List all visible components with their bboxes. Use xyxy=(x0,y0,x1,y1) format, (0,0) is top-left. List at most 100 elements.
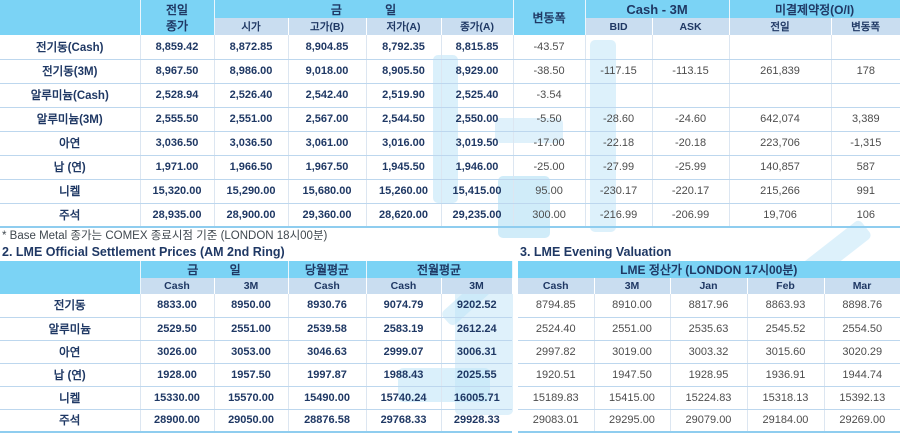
cell-3m: 8910.00 xyxy=(594,294,671,318)
table-row: 알루미늄(Cash) 2,528.94 2,526.40 2,542.40 2,… xyxy=(0,83,900,108)
cell-oi-prev: 642,074 xyxy=(728,107,832,132)
col-group-today: 금 일 xyxy=(214,0,514,18)
cell-prev-close: 3,036.50 xyxy=(140,131,215,156)
cell-oi-change: 106 xyxy=(831,203,900,228)
cell-jan: 15224.83 xyxy=(670,386,748,410)
row-label: 알루미늄(Cash) xyxy=(0,83,141,108)
cell-ask xyxy=(652,83,730,108)
cell-prev-close: 1,971.00 xyxy=(140,155,215,180)
evening-valuation-title: 3. LME Evening Valuation xyxy=(520,245,672,259)
col-group-cash-3m: Cash - 3M xyxy=(585,0,730,18)
cell-oi-prev: 261,839 xyxy=(728,59,832,84)
col-header-jan: Jan xyxy=(670,278,748,294)
cell-high: 3,061.00 xyxy=(288,131,367,156)
cell-feb: 8863.93 xyxy=(747,294,825,318)
cell-ask: -20.18 xyxy=(652,131,730,156)
cell-ask: -206.99 xyxy=(652,203,730,228)
cell-close: 1,946.00 xyxy=(441,155,514,180)
cell-prev-3m: 2025.55 xyxy=(441,363,513,387)
col-group-prev-month-avg: 전월평균 xyxy=(366,261,513,278)
table-row: 주석 28,935.00 28,900.00 29,360.00 28,620.… xyxy=(0,203,900,228)
cell-close: 3,019.50 xyxy=(441,131,514,156)
cell-month-cash: 15490.00 xyxy=(288,386,367,410)
cell-cash: 1928.00 xyxy=(140,363,215,387)
cell-prev-3m: 9202.52 xyxy=(441,294,513,318)
cell-bid: -230.17 xyxy=(584,179,653,204)
cell-prev-close: 15,320.00 xyxy=(140,179,215,204)
row-label: 알루미늄 xyxy=(0,317,141,341)
cell-low: 2,519.90 xyxy=(366,83,442,108)
cell-low: 2,544.50 xyxy=(366,107,442,132)
cell-prev-close: 2,528.94 xyxy=(140,83,215,108)
cell-cash: 8794.85 xyxy=(518,294,595,318)
cell-ask xyxy=(652,35,730,60)
cell-3m: 15415.00 xyxy=(594,386,671,410)
settlement-table: 금 일 당월평균 전월평균 Cash 3M Cash Cash 3M xyxy=(0,261,513,433)
col-header-oi-change: 변동폭 xyxy=(831,18,900,35)
cell-3m: 2551.00 xyxy=(594,317,671,341)
cell-low: 8,792.35 xyxy=(366,35,442,60)
cell-3m: 2551.00 xyxy=(214,317,289,341)
cell-oi-change xyxy=(831,35,900,60)
cell-change: -43.57 xyxy=(513,35,586,60)
col-header-cash: Cash xyxy=(140,278,215,294)
col-group-today: 금 일 xyxy=(140,261,289,278)
table-row: 2524.40 2551.00 2535.63 2545.52 2554.50 xyxy=(518,317,900,341)
prev-close-line1: 전일 xyxy=(165,2,189,17)
col-group-month-avg: 당월평균 xyxy=(288,261,367,278)
col-header-3m: 3M xyxy=(594,278,671,294)
cell-oi-prev: 19,706 xyxy=(728,203,832,228)
row-label: 니켈 xyxy=(0,386,141,410)
row-label: 납 (연) xyxy=(0,363,141,387)
cell-change: -25.00 xyxy=(513,155,586,180)
table-row: 아연 3,036.50 3,036.50 3,061.00 3,016.00 3… xyxy=(0,131,900,156)
cell-mar: 1944.74 xyxy=(824,363,900,387)
col-group-open-interest: 미결제약정(O/I) xyxy=(729,0,900,18)
cell-3m: 3053.00 xyxy=(214,340,289,364)
cell-high: 29,360.00 xyxy=(288,203,367,228)
cell-close: 2,550.00 xyxy=(441,107,514,132)
cell-feb: 3015.60 xyxy=(747,340,825,364)
cell-ask: -24.60 xyxy=(652,107,730,132)
col-header-feb: Feb xyxy=(747,278,825,294)
cell-change: -38.50 xyxy=(513,59,586,84)
cell-high: 1,967.50 xyxy=(288,155,367,180)
cell-change: -3.54 xyxy=(513,83,586,108)
cell-prev-3m: 16005.71 xyxy=(441,386,513,410)
cell-3m: 1957.50 xyxy=(214,363,289,387)
table-row: 납 (연) 1,971.00 1,966.50 1,967.50 1,945.5… xyxy=(0,155,900,180)
cell-open: 15,290.00 xyxy=(214,179,289,204)
cell-oi-change: 587 xyxy=(831,155,900,180)
cell-mar: 29269.00 xyxy=(824,409,900,433)
cell-cash: 2997.82 xyxy=(518,340,595,364)
settlement-title: 2. LME Official Settlement Prices (AM 2n… xyxy=(2,245,285,259)
table-row: 전기동(Cash) 8,859.42 8,872.85 8,904.85 8,7… xyxy=(0,35,900,60)
cell-jan: 2535.63 xyxy=(670,317,748,341)
cell-3m: 1947.50 xyxy=(594,363,671,387)
cell-bid xyxy=(584,83,653,108)
settlement-section: 2. LME Official Settlement Prices (AM 2n… xyxy=(0,244,513,433)
row-label: 전기동(3M) xyxy=(0,59,141,84)
col-header-month-cash: Cash xyxy=(288,278,367,294)
cell-oi-change: 991 xyxy=(831,179,900,204)
row-label: 알루미늄(3M) xyxy=(0,107,141,132)
row-label: 납 (연) xyxy=(0,155,141,180)
cell-open: 8,872.85 xyxy=(214,35,289,60)
cell-change: -17.00 xyxy=(513,131,586,156)
cell-high: 15,680.00 xyxy=(288,179,367,204)
cell-prev-cash: 9074.79 xyxy=(366,294,442,318)
footnote: * Base Metal 종가는 COMEX 종료시점 기준 (LONDON 1… xyxy=(2,230,328,242)
cell-low: 28,620.00 xyxy=(366,203,442,228)
cell-close: 29,235.00 xyxy=(441,203,514,228)
col-group-lme-settlement: LME 정산가 (LONDON 17시00분) xyxy=(518,261,900,278)
cell-ask: -220.17 xyxy=(652,179,730,204)
cell-oi-prev xyxy=(728,35,832,60)
cell-jan: 8817.96 xyxy=(670,294,748,318)
corner-cell xyxy=(0,0,141,35)
cell-high: 8,904.85 xyxy=(288,35,367,60)
cell-mar: 8898.76 xyxy=(824,294,900,318)
cell-oi-prev: 140,857 xyxy=(728,155,832,180)
table-row: 주석 28900.00 29050.00 28876.58 29768.33 2… xyxy=(0,409,513,433)
cell-oi-prev: 223,706 xyxy=(728,131,832,156)
row-label: 니켈 xyxy=(0,179,141,204)
